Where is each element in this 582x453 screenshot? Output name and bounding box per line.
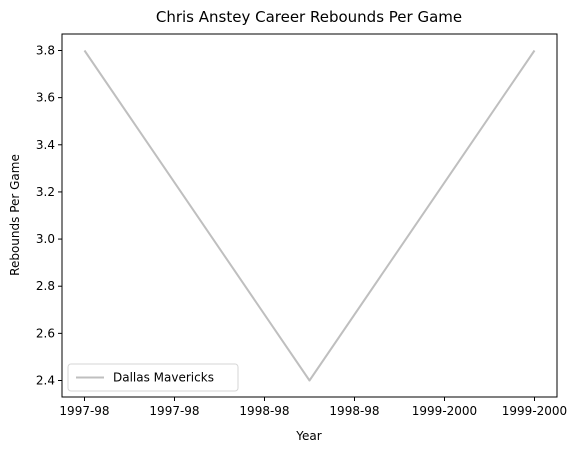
x-tick-label: 1998-98 (329, 404, 379, 418)
y-tick-label: 3.2 (36, 185, 55, 199)
plot-area (83, 49, 536, 382)
legend-entry-label-0: Dallas Mavericks (113, 371, 214, 385)
y-tick-label: 3.4 (36, 138, 55, 152)
y-tick-label: 3.8 (36, 44, 55, 58)
y-tick-label: 2.8 (36, 279, 55, 293)
chart-title: Chris Anstey Career Rebounds Per Game (156, 8, 462, 26)
x-tick-label: 1997-98 (59, 404, 109, 418)
y-axis-label: Rebounds Per Game (8, 154, 22, 276)
x-tick-label: 1999-2000 (412, 404, 477, 418)
y-tick-label: 3.6 (36, 91, 55, 105)
axes: 2.4 2.6 2.8 3.0 3.2 3.4 3.6 3.8 1997-98 1997-98 19… (36, 33, 567, 418)
legend: Dallas Mavericks (67, 363, 239, 392)
series-line-0 (83, 49, 536, 382)
y-tick-label: 2.6 (36, 326, 55, 340)
x-tick-label: 1998-98 (239, 404, 289, 418)
x-tick-label: 1997-98 (149, 404, 199, 418)
y-tick-label: 3.0 (36, 232, 55, 246)
x-tick-label: 1999-2000 (502, 404, 567, 418)
axes-frame (61, 33, 558, 398)
y-tick-label: 2.4 (36, 374, 55, 388)
legend-box (67, 363, 239, 392)
x-axis-label: Year (295, 429, 321, 443)
